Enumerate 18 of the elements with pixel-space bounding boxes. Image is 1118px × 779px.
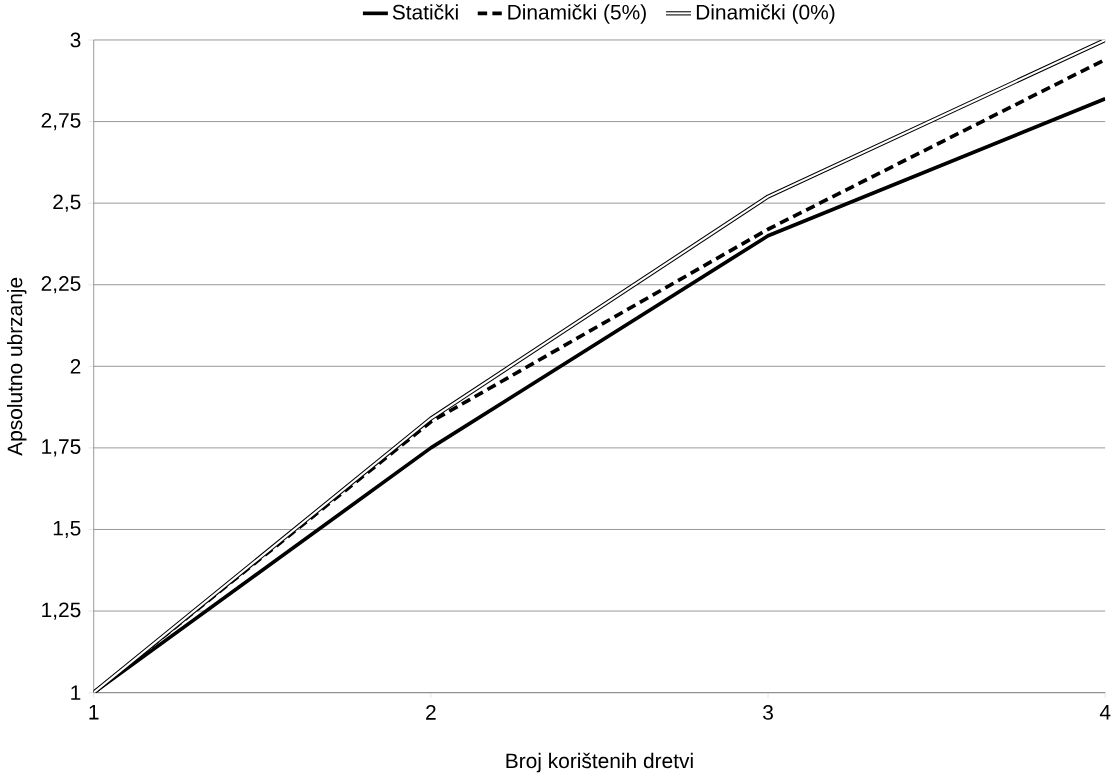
- y-tick-label: 2,25: [41, 275, 81, 294]
- x-tick-label: 4: [1099, 704, 1111, 720]
- legend-label: Statički: [392, 4, 458, 20]
- y-axis-title: Apsolutno ubrzanje: [6, 277, 27, 456]
- x-axis-title: Broj korištenih dretvi: [506, 752, 693, 773]
- y-tick-label: 1,75: [42, 439, 81, 457]
- y-tick-label: 2,75: [41, 112, 81, 131]
- legend-label: Dinamički (5%): [508, 4, 646, 24]
- y-tick-label: 3: [70, 32, 81, 48]
- y-tick-label: 2,5: [53, 194, 81, 212]
- y-tick-label: 1,5: [53, 520, 81, 538]
- y-tick-label: 1: [71, 685, 81, 700]
- y-tick-label: 1,25: [42, 602, 81, 620]
- legend-label: Dinamički (0%): [696, 4, 835, 24]
- x-tick-label: 1: [89, 704, 99, 720]
- x-tick-label: 2: [426, 704, 436, 720]
- x-tick-label: 3: [763, 704, 773, 720]
- y-tick-label: 2: [70, 358, 81, 374]
